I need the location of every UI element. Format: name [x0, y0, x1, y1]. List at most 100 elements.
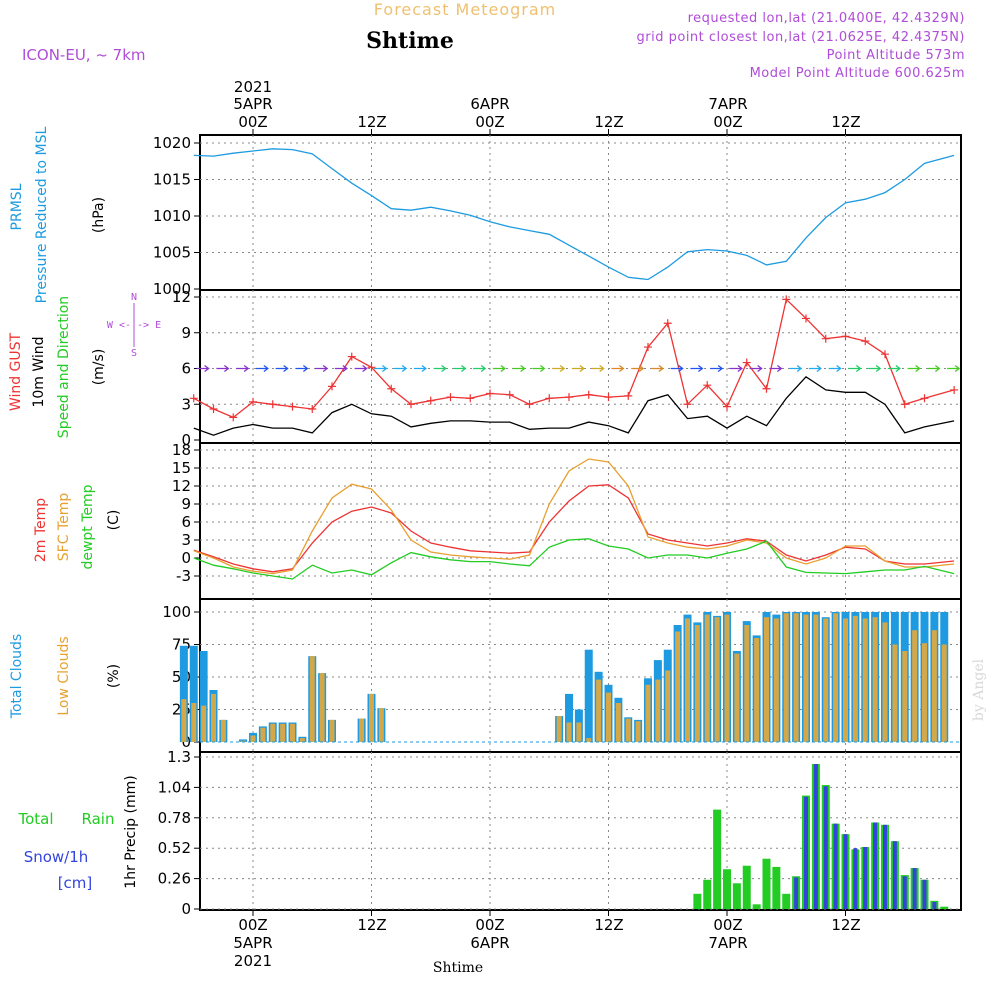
pressure-labels: PRMSL Pressure Reduced to MSL (hPa): [9, 126, 107, 303]
low-clouds-bar: [625, 718, 631, 742]
y-tick-label: 100: [162, 603, 191, 621]
pressure-frame: [199, 134, 962, 291]
precip-label-total: Total: [17, 810, 53, 828]
total-rain-bar: [772, 866, 781, 909]
snow-1h-bar: [853, 848, 858, 909]
gust-marker: [505, 390, 514, 399]
gust-marker: [644, 343, 652, 352]
wind-direction-arrow: [532, 364, 546, 373]
snow-1h-bar: [922, 879, 927, 909]
low-clouds-bar: [892, 644, 898, 742]
wind-direction-arrow: [571, 364, 585, 373]
gust-marker: [545, 394, 554, 403]
low-clouds-bar: [270, 723, 276, 742]
y-tick-label: 9: [181, 495, 191, 513]
low-clouds-bar: [576, 722, 582, 742]
low-clouds-bar: [783, 613, 789, 742]
gust-marker: [584, 390, 593, 399]
gust-marker: [367, 363, 376, 372]
wind-direction-arrow: [868, 364, 882, 373]
low-clouds-bar: [872, 617, 878, 742]
prmsl-line: [193, 148, 955, 281]
snow-1h-bar: [804, 796, 808, 909]
temp-label-2m: 2m Temp: [33, 498, 49, 562]
low-clouds-bar: [764, 617, 769, 742]
gust-marker: [703, 381, 712, 390]
total-rain-bar: [940, 906, 949, 909]
gust-marker: [950, 385, 959, 394]
low-clouds-bar: [803, 614, 809, 742]
total-clouds-bar: [565, 693, 573, 742]
temp-label-sfc: SFC Temp: [56, 493, 72, 562]
low-clouds-bar: [329, 719, 335, 742]
wind-direction-arrow: [354, 364, 368, 373]
gust-marker: [624, 391, 633, 400]
bottom-tick-label: 12Z: [831, 916, 860, 934]
wind-direction-arrow: [492, 364, 506, 373]
snow-1h-bar: [902, 876, 907, 909]
low-clouds-bar: [606, 692, 611, 742]
wind-direction-arrow: [710, 364, 724, 373]
wind-direction-arrow: [670, 364, 684, 373]
gridpoint-coords: grid point closest lon,lat (21.0625E, 42…: [637, 30, 965, 45]
y-tick-label: 1.04: [158, 778, 191, 796]
wind-direction-arrow: [631, 364, 645, 373]
wind-direction-arrow: [236, 364, 250, 373]
top-tick-label: 00Z: [475, 113, 504, 131]
low-clouds-bar: [586, 738, 592, 742]
gust-marker: [604, 393, 613, 402]
sfc-temp-line: [193, 458, 955, 575]
low-clouds-bar: [211, 693, 216, 742]
low-clouds-bar: [714, 617, 720, 742]
wind-direction-arrow: [749, 364, 763, 373]
y-tick-label: 1000: [153, 280, 191, 298]
low-clouds-bar: [941, 644, 947, 742]
top-year-label: 2021: [234, 78, 272, 96]
y-tick-label: 18: [172, 441, 191, 459]
snow-1h-bar: [932, 901, 937, 909]
snow-1h-bar: [912, 868, 917, 909]
wind-direction-arrow: [690, 364, 704, 373]
low-clouds-bar: [280, 723, 286, 742]
bottom-tick-label: 00Z: [238, 916, 267, 934]
gust-marker: [762, 384, 771, 393]
cloud-label-low: Low Clouds: [56, 636, 72, 715]
snow-1h-bar: [843, 834, 848, 909]
model-label: ICON-EU, ~ 7km: [22, 46, 146, 64]
2m-temp-line: [193, 484, 955, 573]
precip-label-axis: 1hr Precip (mm): [123, 775, 139, 888]
top-tick-label: 00Z: [713, 113, 742, 131]
gust-marker: [723, 402, 731, 411]
low-clouds-bar: [685, 618, 690, 742]
gust-marker: [782, 295, 791, 304]
gust-marker: [900, 400, 909, 409]
low-clouds-bar: [655, 679, 661, 742]
wind-labels: Wind GUST 10m Wind Speed and Direction (…: [8, 292, 161, 438]
precip-label-snow: Snow/1h: [24, 848, 89, 866]
gust-marker: [861, 337, 870, 346]
snow-1h-bar: [892, 841, 897, 909]
gust-marker: [486, 389, 494, 398]
location-title: Shtime: [366, 28, 454, 54]
wind-label-unit: (m/s): [91, 349, 107, 386]
wind-direction-arrow: [216, 364, 230, 373]
low-clouds-bar: [675, 631, 681, 742]
low-clouds-bar: [201, 705, 207, 742]
wind-direction-arrow: [729, 364, 743, 373]
low-clouds-bar: [773, 618, 779, 742]
precip-frame: [199, 751, 962, 911]
low-clouds-bar: [299, 738, 305, 742]
total-rain-bar: [723, 869, 731, 909]
precip-label-rain: Rain: [82, 810, 115, 828]
gust-marker: [426, 396, 435, 405]
wind-direction-arrow: [789, 364, 803, 373]
y-tick-label: 0: [181, 549, 191, 567]
gust-marker: [565, 393, 573, 402]
precip-label-cm: [cm]: [58, 874, 93, 892]
wind-direction-arrow: [650, 364, 664, 373]
low-clouds-bar: [862, 618, 868, 742]
dewpt-temp-line: [193, 538, 955, 580]
total-rain-bar: [703, 879, 712, 909]
gust-marker: [841, 332, 850, 341]
